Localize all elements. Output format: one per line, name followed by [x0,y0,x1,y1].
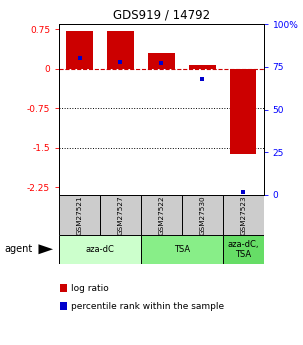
Bar [141,235,223,264]
Text: GDS919 / 14792: GDS919 / 14792 [113,9,210,22]
Text: GSM27521: GSM27521 [77,195,82,235]
Text: log ratio: log ratio [71,284,108,293]
Bar [230,69,256,154]
Polygon shape [38,244,53,254]
Bar [182,195,223,235]
Bar [100,195,141,235]
Bar [223,195,264,235]
Bar [141,195,182,235]
Text: GSM27530: GSM27530 [199,195,205,235]
Text: aza-dC: aza-dC [85,245,115,254]
Text: TSA: TSA [174,245,190,254]
Text: percentile rank within the sample: percentile rank within the sample [71,302,224,310]
Bar [189,65,215,69]
Bar [148,53,175,69]
Text: GSM27523: GSM27523 [240,195,246,235]
Bar [66,31,93,69]
Text: aza-dC,
TSA: aza-dC, TSA [228,240,259,259]
Text: GSM27527: GSM27527 [118,195,123,235]
Bar [59,235,141,264]
Bar [223,235,264,264]
Bar [107,31,134,69]
Text: GSM27522: GSM27522 [158,195,164,235]
Bar [59,195,100,235]
Text: agent: agent [5,244,33,254]
